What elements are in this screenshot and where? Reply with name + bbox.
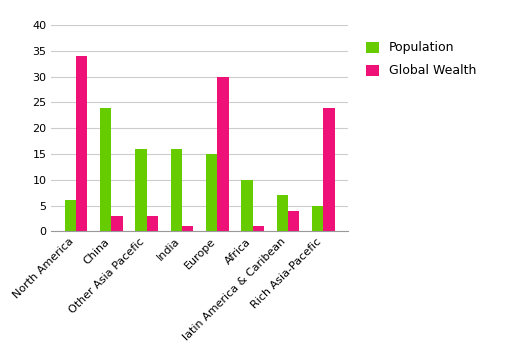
Bar — [241, 180, 253, 231]
Bar — [135, 149, 146, 231]
Bar — [312, 206, 324, 231]
Bar — [218, 77, 229, 231]
Legend: Population, Global Wealth: Population, Global Wealth — [366, 42, 476, 78]
Bar — [324, 108, 335, 231]
Bar — [111, 216, 123, 231]
Bar — [76, 56, 88, 231]
Bar — [253, 226, 264, 231]
Bar — [65, 200, 76, 231]
Bar — [146, 216, 158, 231]
Bar — [170, 149, 182, 231]
Bar — [182, 226, 194, 231]
Bar — [206, 154, 218, 231]
Bar — [276, 195, 288, 231]
Bar — [100, 108, 111, 231]
Bar — [288, 211, 300, 231]
